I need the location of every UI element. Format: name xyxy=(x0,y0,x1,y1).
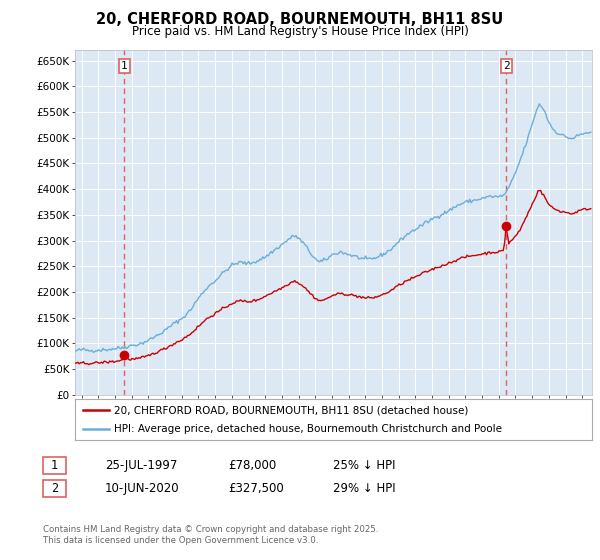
Text: 20, CHERFORD ROAD, BOURNEMOUTH, BH11 8SU (detached house): 20, CHERFORD ROAD, BOURNEMOUTH, BH11 8SU… xyxy=(114,405,468,415)
Text: 20, CHERFORD ROAD, BOURNEMOUTH, BH11 8SU: 20, CHERFORD ROAD, BOURNEMOUTH, BH11 8SU xyxy=(97,12,503,27)
Text: 1: 1 xyxy=(121,60,128,71)
Text: £78,000: £78,000 xyxy=(228,459,276,472)
Text: £327,500: £327,500 xyxy=(228,482,284,496)
Text: 2: 2 xyxy=(51,482,58,496)
Text: 25% ↓ HPI: 25% ↓ HPI xyxy=(333,459,395,472)
Text: Contains HM Land Registry data © Crown copyright and database right 2025.
This d: Contains HM Land Registry data © Crown c… xyxy=(43,525,379,545)
Text: 10-JUN-2020: 10-JUN-2020 xyxy=(105,482,179,496)
Text: 2: 2 xyxy=(503,60,509,71)
Text: Price paid vs. HM Land Registry's House Price Index (HPI): Price paid vs. HM Land Registry's House … xyxy=(131,25,469,38)
Text: 1: 1 xyxy=(51,459,58,472)
Text: HPI: Average price, detached house, Bournemouth Christchurch and Poole: HPI: Average price, detached house, Bour… xyxy=(114,424,502,433)
Text: 25-JUL-1997: 25-JUL-1997 xyxy=(105,459,178,472)
Text: 29% ↓ HPI: 29% ↓ HPI xyxy=(333,482,395,496)
